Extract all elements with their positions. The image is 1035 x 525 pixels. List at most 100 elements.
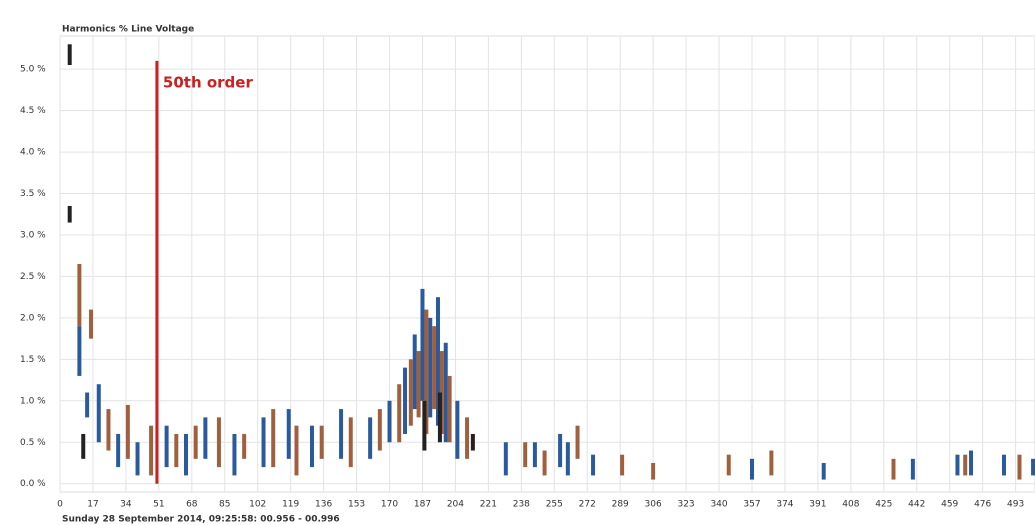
x-tick-label: 51 [153,500,164,510]
x-tick-label: 340 [710,500,727,510]
x-tick-label: 493 [1007,500,1024,510]
range-bar [286,409,291,459]
range-bar [443,342,448,443]
range-bar [77,326,82,376]
x-tick-label: 374 [776,500,793,510]
x-tick-label: 442 [908,500,925,510]
range-bar [125,404,130,459]
range-bar [591,454,596,476]
range-bar [565,442,570,476]
range-bar [470,433,475,451]
x-tick-label: 425 [875,500,892,510]
x-tick-label: 187 [414,500,431,510]
range-bar [447,375,452,443]
range-bar [1017,454,1022,480]
range-bar [408,359,413,426]
range-bar [261,417,266,468]
range-bar [183,433,188,476]
range-bar [963,454,968,476]
x-tick-label: 255 [546,500,563,510]
y-tick-label: 0.5 % [20,438,46,448]
x-tick-label: 102 [249,500,266,510]
range-bar [294,425,299,476]
x-tick-label: 68 [186,500,198,510]
y-tick-label: 3.0 % [20,230,46,240]
x-tick-label: 323 [677,500,694,510]
y-tick-label: 4.0 % [20,148,46,158]
footer: Sunday 28 September 2014, 09:25:58: 00.9… [62,515,340,525]
range-bar [387,400,392,443]
range-bar [106,409,111,451]
range-bar [432,326,437,410]
plot-area [59,35,1035,493]
range-bar [558,433,563,468]
range-bar [339,409,344,459]
range-bar [232,433,237,476]
range-bar [1031,458,1035,476]
range-bar [319,425,324,459]
x-tick-label: 136 [315,500,332,510]
y-tick-label: 1.5 % [20,355,46,365]
range-bar [910,458,915,480]
range-bar [193,425,198,459]
range-bar [651,462,656,480]
range-bar [620,454,625,476]
x-tick-label: 476 [974,500,991,510]
range-bar [116,433,121,468]
range-bar [969,450,974,476]
x-tick-label: 153 [348,500,365,510]
x-tick-label: 170 [381,500,398,510]
range-bar [465,417,470,459]
y-tick-label: 3.5 % [20,189,46,199]
range-bar [67,205,72,223]
y-tick-label: 2.5 % [20,272,46,282]
range-bar [81,433,86,459]
x-tick-label: 289 [612,500,629,510]
annotation-label: 50th order [163,73,254,91]
range-bar [523,442,528,468]
x-tick-label: 238 [513,500,530,510]
range-bar [135,442,140,476]
x-tick-label: 221 [480,500,497,510]
range-bar [242,433,247,459]
range-bar [348,417,353,468]
range-bar [749,458,754,480]
range-bar [437,392,442,443]
x-tick-label: 204 [447,500,464,510]
range-bar [67,44,72,66]
range-bar [216,417,221,468]
x-tick-label: 357 [743,500,760,510]
range-bar [89,309,94,339]
x-tick-label: 391 [809,500,826,510]
range-bar [416,351,421,418]
range-bar [435,297,440,426]
range-bar [542,450,547,476]
y-tick-label: 0.0 % [20,479,46,489]
y-tick-label: 5.0 % [20,65,46,75]
range-bar [85,392,90,418]
range-bar [368,417,373,459]
x-tick-label: 408 [842,500,859,510]
range-bar [77,264,82,327]
range-bar [769,450,774,476]
range-bar [455,400,460,459]
range-bar [428,317,433,418]
range-bar [424,309,429,434]
range-bar [271,409,276,468]
range-bar [309,425,314,468]
y-tick-label: 1.0 % [20,396,46,406]
x-tick-label: 85 [219,500,230,510]
x-tick-label: 0 [57,500,63,510]
range-bar [1001,454,1006,476]
x-tick-label: 34 [120,500,132,510]
range-bar [821,462,826,480]
x-tick-label: 306 [645,500,662,510]
x-tick-label: 17 [87,500,98,510]
range-bar [503,442,508,476]
range-bar [203,417,208,459]
range-bar [96,384,101,443]
range-bar [149,425,154,476]
range-bar [397,384,402,443]
range-bar [403,367,408,434]
